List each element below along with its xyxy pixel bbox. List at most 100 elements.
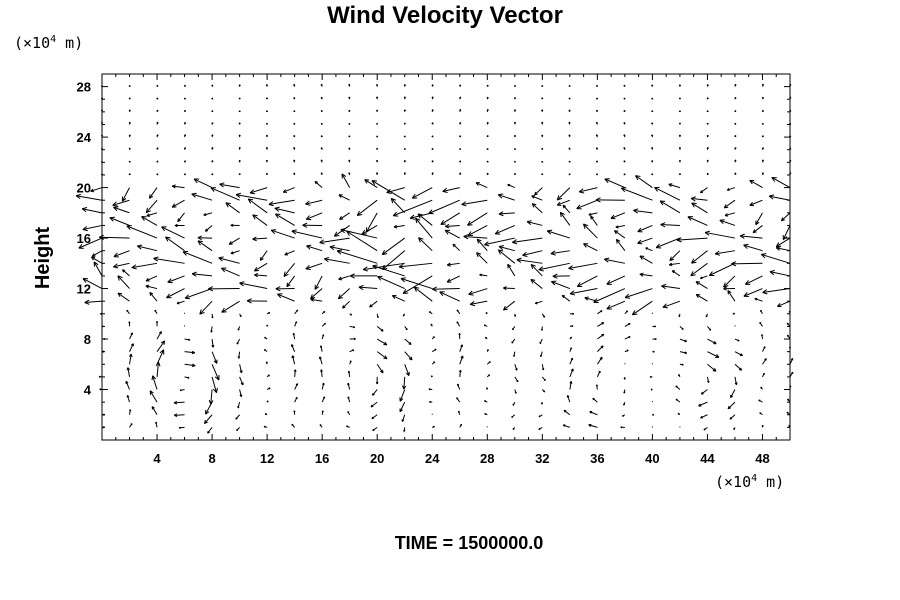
wind-vector bbox=[100, 134, 104, 138]
wind-vector bbox=[184, 338, 191, 341]
wind-vector bbox=[769, 269, 791, 277]
wind-vector bbox=[265, 84, 269, 87]
wind-vector bbox=[623, 389, 626, 394]
wind-vector bbox=[369, 300, 378, 308]
wind-vector bbox=[392, 199, 433, 217]
wind-vector bbox=[306, 244, 323, 252]
wind-vector bbox=[687, 216, 708, 226]
wind-vector bbox=[679, 363, 684, 366]
wind-vector bbox=[263, 425, 268, 428]
wind-vector bbox=[761, 147, 764, 150]
wind-vector bbox=[404, 326, 408, 331]
wind-vector bbox=[513, 172, 516, 176]
wind-vector bbox=[263, 349, 268, 353]
wind-vector bbox=[514, 389, 517, 394]
wind-vector bbox=[274, 206, 295, 214]
wind-vector bbox=[191, 271, 213, 277]
wind-vector bbox=[789, 159, 792, 163]
wind-vector bbox=[596, 160, 599, 163]
wind-vector bbox=[541, 389, 546, 393]
wind-vector bbox=[707, 363, 717, 372]
wind-vector bbox=[486, 96, 489, 100]
wind-vector bbox=[431, 160, 434, 163]
wind-vector bbox=[786, 334, 791, 340]
wind-vector bbox=[513, 160, 516, 163]
wind-vector bbox=[211, 110, 214, 113]
wind-vector bbox=[788, 346, 792, 352]
wind-vector bbox=[199, 300, 213, 315]
wind-vector bbox=[459, 122, 462, 125]
wind-vector bbox=[459, 84, 462, 87]
wind-vector bbox=[706, 146, 709, 150]
wind-vector bbox=[239, 376, 244, 386]
wind-vector bbox=[731, 261, 763, 267]
wind-vector bbox=[431, 148, 434, 150]
wind-vector bbox=[512, 237, 543, 245]
wind-vector bbox=[431, 135, 434, 138]
plot-frame bbox=[101, 73, 791, 441]
wind-vector bbox=[637, 237, 653, 245]
wind-vector bbox=[128, 321, 131, 327]
wind-vector bbox=[91, 250, 103, 257]
wind-vector bbox=[204, 225, 213, 232]
wind-vector bbox=[597, 333, 605, 340]
wind-vector bbox=[356, 199, 378, 217]
wind-vector bbox=[758, 399, 763, 403]
wind-vector bbox=[789, 385, 792, 390]
wind-vector bbox=[348, 122, 351, 125]
wind-vector bbox=[153, 256, 185, 264]
y-tick-label: 16 bbox=[77, 231, 91, 246]
wind-vector bbox=[184, 350, 196, 355]
wind-vector bbox=[151, 375, 158, 390]
wind-vector bbox=[293, 159, 296, 163]
wind-vector bbox=[734, 172, 737, 176]
wind-vector bbox=[678, 134, 682, 138]
wind-vector bbox=[81, 207, 103, 214]
wind-vector bbox=[734, 159, 737, 163]
wind-vector bbox=[734, 135, 737, 138]
wind-vector bbox=[561, 294, 571, 302]
x-tick-label: 44 bbox=[700, 451, 715, 466]
wind-vector bbox=[314, 275, 323, 290]
wind-vector bbox=[592, 397, 598, 403]
y-unit-label: (×104 m) bbox=[14, 34, 83, 52]
wind-vector bbox=[724, 212, 736, 217]
wind-vector bbox=[512, 427, 516, 431]
wind-vector bbox=[651, 173, 654, 176]
x-tick-label: 40 bbox=[645, 451, 659, 466]
wind-vector bbox=[183, 84, 186, 87]
wind-vector bbox=[623, 147, 626, 150]
wind-vector bbox=[723, 286, 735, 291]
wind-vector bbox=[538, 414, 543, 418]
wind-vector bbox=[513, 148, 516, 150]
wind-vector bbox=[562, 424, 571, 428]
wind-vector bbox=[569, 324, 574, 328]
wind-vector bbox=[516, 257, 543, 264]
wind-vector bbox=[293, 369, 297, 377]
x-unit-label: (×104 m) bbox=[715, 473, 784, 491]
wind-vector bbox=[284, 250, 295, 256]
wind-vector bbox=[440, 212, 461, 226]
wind-vector bbox=[597, 345, 604, 353]
wind-vector bbox=[777, 300, 791, 308]
time-label: TIME = 1500000.0 bbox=[395, 533, 544, 553]
wind-vector bbox=[486, 84, 489, 87]
wind-vector bbox=[743, 288, 763, 298]
wind-vector bbox=[614, 230, 626, 239]
wind-vector bbox=[156, 109, 159, 113]
wind-vector bbox=[349, 325, 356, 329]
wind-vector bbox=[375, 83, 379, 87]
wind-vector bbox=[347, 382, 351, 390]
wind-vector bbox=[651, 84, 654, 87]
wind-vector bbox=[595, 197, 625, 203]
wind-vector bbox=[534, 300, 543, 305]
wind-vector bbox=[402, 376, 407, 390]
wind-vector bbox=[432, 286, 460, 292]
wind-vector bbox=[650, 388, 653, 391]
wind-vector bbox=[596, 370, 601, 378]
chart-title: Wind Velocity Vector bbox=[327, 2, 563, 29]
wind-vector bbox=[239, 281, 268, 290]
wind-vector bbox=[238, 147, 241, 150]
wind-vector bbox=[249, 187, 268, 195]
wind-vector bbox=[100, 109, 104, 112]
